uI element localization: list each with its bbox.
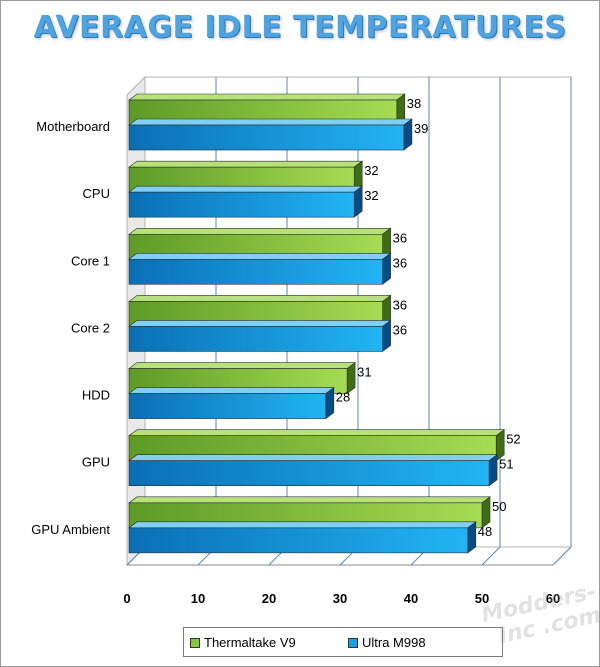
legend: Thermaltake V9 Ultra M998	[183, 627, 503, 657]
data-label: 36	[393, 255, 407, 270]
category-label: Core 2	[71, 320, 110, 335]
x-tick-label: 0	[123, 591, 130, 606]
bar-front-face	[128, 191, 355, 218]
data-label: 38	[407, 96, 421, 111]
legend-label: Ultra M998	[362, 635, 426, 651]
x-tick-label: 40	[404, 591, 418, 606]
x-tick-label: 60	[546, 591, 560, 606]
legend-label: Thermaltake V9	[204, 635, 296, 651]
data-label: 52	[506, 432, 520, 447]
category-label: Motherboard	[36, 119, 110, 134]
bar-front-face	[128, 258, 383, 285]
bar-ultra	[128, 386, 335, 420]
x-tick-label: 10	[191, 591, 205, 606]
floor-gridline	[481, 546, 501, 566]
data-label: 36	[393, 297, 407, 312]
category-label: CPU	[83, 186, 110, 201]
data-label: 28	[336, 390, 350, 405]
legend-item-ultra: Ultra M998	[348, 634, 426, 650]
data-label: 48	[478, 524, 492, 539]
bar-top-face	[128, 387, 335, 394]
bar-front-face	[128, 124, 405, 151]
x-tick-label: 30	[333, 591, 347, 606]
labels-group: 0 10 20 30 40 50 60 Motherboard 38 39 CPU 32 32 Core …	[31, 96, 560, 606]
bar-top-face	[128, 320, 392, 327]
bar-top-face	[128, 252, 392, 260]
data-label: 39	[414, 121, 428, 136]
bar-top-face	[128, 185, 364, 193]
data-label: 32	[364, 163, 378, 178]
data-label: 31	[357, 365, 371, 380]
bar-top-face	[128, 362, 357, 369]
legend-swatch-blue	[348, 637, 358, 648]
bar-top-face	[128, 118, 413, 126]
bar-ultra	[128, 454, 499, 487]
bar-top-face	[128, 160, 364, 168]
bar-top-face	[128, 454, 499, 462]
legend-swatch-green	[190, 637, 200, 648]
category-label: HDD	[82, 388, 110, 403]
bar-top-face	[128, 496, 491, 504]
bar-top-face	[128, 521, 477, 529]
data-label: 36	[393, 230, 407, 245]
data-label: 32	[364, 188, 378, 203]
x-tick-label: 20	[262, 591, 276, 606]
bar-top-face	[128, 295, 392, 302]
floor-gridline	[552, 546, 572, 566]
bar-ultra	[128, 118, 413, 151]
bars-group	[128, 93, 506, 554]
data-label: 50	[492, 499, 506, 514]
bar-ultra	[128, 521, 477, 554]
bar-front-face	[128, 460, 490, 487]
category-label: Core 1	[71, 253, 110, 268]
bar-front-face	[128, 527, 469, 554]
x-tick-label: 50	[475, 591, 489, 606]
bar-top-face	[128, 93, 406, 101]
legend-item-thermaltake: Thermaltake V9	[190, 634, 296, 650]
category-label: GPU	[82, 455, 110, 470]
data-label: 51	[499, 457, 513, 472]
bar-front-face	[128, 393, 327, 419]
bar-ultra	[128, 319, 392, 353]
bar-ultra	[128, 252, 392, 285]
bar-top-face	[128, 429, 506, 437]
chart-title: AVERAGE IDLE TEMPERATURES	[33, 10, 567, 45]
bar-top-face	[128, 227, 392, 235]
category-label: GPU Ambient	[31, 522, 110, 537]
bar-ultra	[128, 185, 364, 218]
bar-front-face	[128, 326, 383, 352]
data-label: 36	[393, 322, 407, 337]
